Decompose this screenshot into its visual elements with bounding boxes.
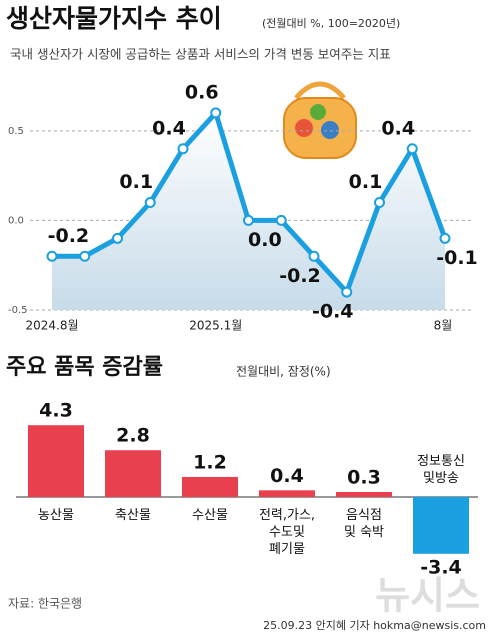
bar bbox=[259, 490, 315, 497]
y-tick-label: 0.0 bbox=[8, 215, 24, 226]
point bbox=[308, 250, 320, 262]
bar bbox=[105, 450, 161, 497]
bar bbox=[413, 497, 469, 554]
value-label: 0.1 bbox=[119, 171, 153, 193]
area bbox=[52, 112, 445, 311]
value-label: 0.6 bbox=[185, 81, 219, 103]
value-label: 0.1 bbox=[349, 171, 383, 193]
point bbox=[144, 197, 156, 208]
value-label: -0.4 bbox=[312, 301, 354, 323]
value-label: 0.4 bbox=[381, 117, 415, 139]
point bbox=[275, 214, 287, 226]
point bbox=[210, 107, 222, 119]
x-tick-label: 2024.8월 bbox=[25, 319, 78, 333]
point bbox=[79, 250, 91, 262]
value-label: -0.1 bbox=[436, 247, 478, 269]
bar bbox=[336, 491, 392, 497]
source: 자료: 한국은행 bbox=[8, 596, 82, 611]
point bbox=[439, 232, 451, 244]
point bbox=[374, 197, 385, 208]
point bbox=[243, 214, 254, 226]
y-tick-label: -0.5 bbox=[8, 305, 28, 316]
value-label: -0.2 bbox=[279, 265, 321, 287]
value-label: -0.2 bbox=[48, 225, 90, 247]
basket-icon bbox=[283, 81, 357, 159]
y-tick-label: 0.5 bbox=[8, 126, 24, 137]
category-label: 수산물 bbox=[192, 508, 228, 523]
chart-description: 국내 생산자가 시장에 공급하는 상품과 서비스의 가격 변동 보여주는 지표 bbox=[10, 47, 391, 62]
category-label: 농산물 bbox=[38, 508, 74, 523]
watermark: 뉴시스 bbox=[375, 574, 480, 618]
x-tick-label: 2025.1월 bbox=[189, 319, 242, 333]
value-label: 1.2 bbox=[193, 451, 227, 473]
value-label: 2.8 bbox=[116, 425, 150, 447]
x-tick-label: 8월 bbox=[434, 319, 453, 333]
category-label: 음식점 및 숙박 bbox=[343, 508, 384, 540]
chart-subtitle: 전월대비, 잠정(%) bbox=[236, 365, 331, 379]
point bbox=[112, 232, 123, 244]
point bbox=[177, 143, 189, 155]
category-label: 전력,가스, 수도및 폐기물 bbox=[258, 508, 316, 557]
category-label: 정보통신 및방송 bbox=[417, 454, 465, 486]
chart-subtitle: (전월대비 %, 100=2020년) bbox=[262, 17, 400, 30]
point bbox=[406, 143, 418, 155]
value-label: 0.4 bbox=[152, 117, 186, 139]
point bbox=[341, 286, 353, 298]
point bbox=[46, 250, 58, 262]
credit: 25.09.23 안지혜 기자 hokma@newsis.com bbox=[263, 619, 486, 632]
value-label: 0.3 bbox=[347, 466, 381, 488]
category-label: 축산물 bbox=[115, 508, 151, 523]
bar bbox=[182, 476, 238, 497]
value-label: 0.4 bbox=[270, 465, 304, 487]
chart-title: 생산자물가지수 추이 bbox=[6, 4, 222, 33]
value-label: 4.3 bbox=[39, 400, 73, 422]
bar bbox=[28, 425, 84, 497]
chart-title: 주요 품목 증감률 bbox=[6, 355, 163, 380]
value-label: -3.4 bbox=[420, 556, 462, 578]
value-label: 0.0 bbox=[248, 229, 282, 251]
